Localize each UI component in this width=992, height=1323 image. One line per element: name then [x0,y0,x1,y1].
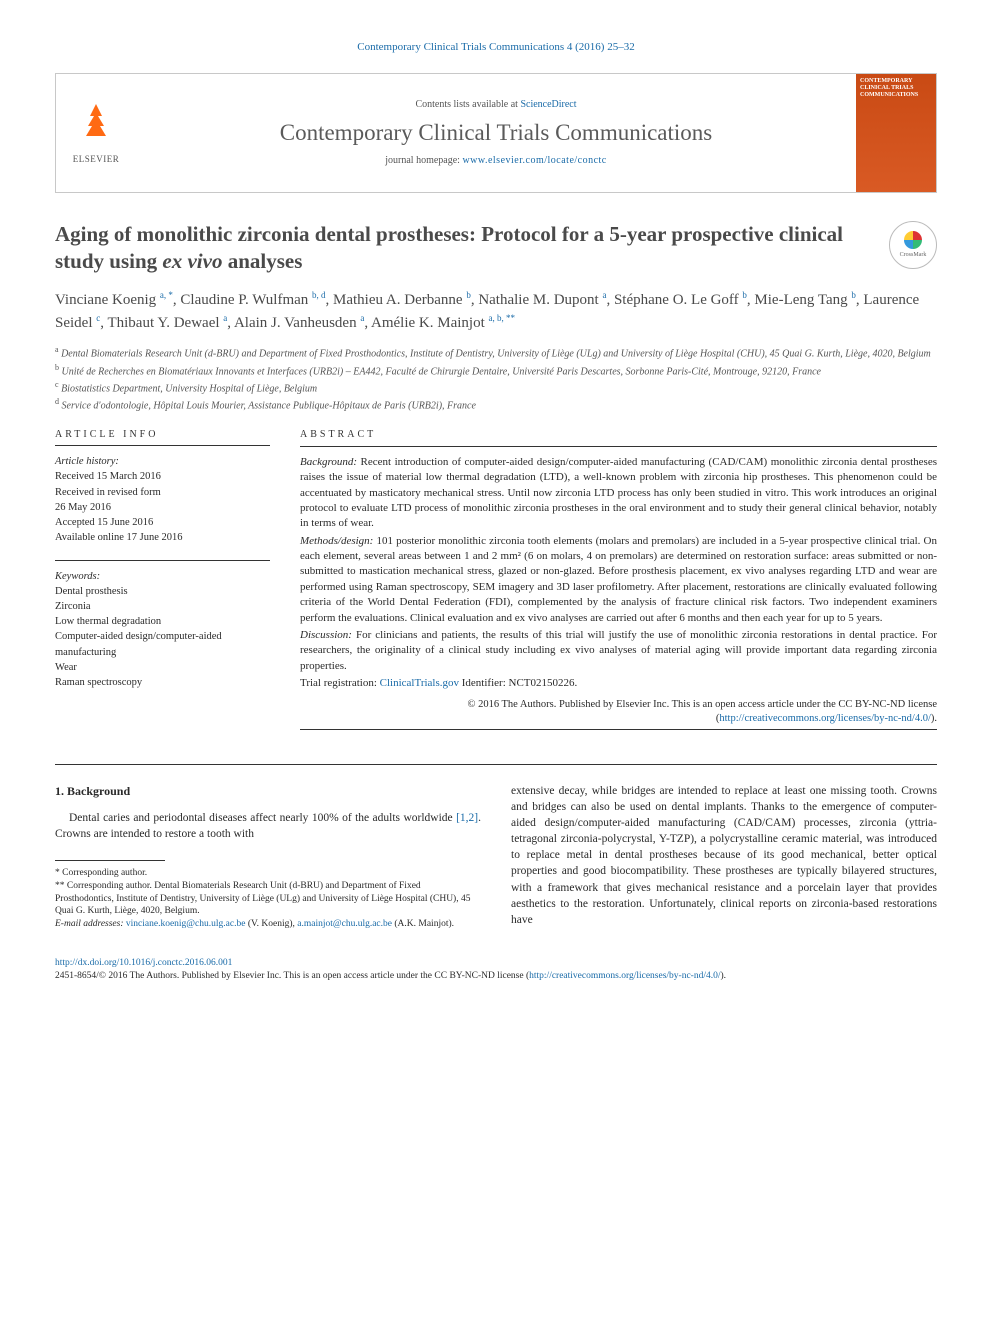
body-left-para: Dental caries and periodontal diseases a… [55,810,481,842]
abstract-copyright: © 2016 The Authors. Published by Elsevie… [300,698,937,727]
methods-label: Methods/design: [300,535,373,547]
homepage-link[interactable]: www.elsevier.com/locate/conctc [462,155,606,166]
affiliations: a Dental Biomaterials Research Unit (d-B… [55,344,937,413]
journal-header: ELSEVIER Contents lists available at Sci… [55,73,937,193]
history-label: Article history: [55,454,270,469]
footnote-rule [55,860,165,861]
disc-label: Discussion: [300,629,352,641]
body-left-column: 1. Background Dental caries and periodon… [55,783,481,931]
abstract-rule [300,446,937,447]
citation-link[interactable]: [1,2] [456,812,478,824]
abstract-bottom-rule [300,729,937,730]
cover-line1: CONTEMPORARY [860,78,932,85]
email2-post: (A.K. Mainjot). [392,919,454,929]
elsevier-tree-icon [76,100,116,153]
history-line: Received 15 March 2016 [55,469,270,484]
sciencedirect-link[interactable]: ScienceDirect [520,99,576,110]
crossmark-icon [904,231,922,249]
email1-post: (V. Koenig), [245,919,297,929]
journal-name: Contemporary Clinical Trials Communicati… [280,117,713,148]
info-rule-2 [55,560,270,561]
footer-license-line: 2451-8654/© 2016 The Authors. Published … [55,970,937,983]
info-rule [55,445,270,446]
footer-pre: 2451-8654/© 2016 The Authors. Published … [55,971,529,981]
doi-link[interactable]: http://dx.doi.org/10.1016/j.conctc.2016.… [55,957,937,970]
footnotes: * Corresponding author. ** Corresponding… [55,867,481,931]
article-history: Article history: Received 15 March 2016R… [55,454,270,545]
disc-text: For clinicians and patients, the results… [300,629,937,672]
email-label: E-mail addresses: [55,919,126,929]
history-line: 26 May 2016 [55,500,270,515]
history-line: Accepted 15 June 2016 [55,515,270,530]
history-line: Received in revised form [55,485,270,500]
trial-post: Identifier: NCT02150226. [459,677,577,689]
bg-text: Recent introduction of computer-aided de… [300,456,937,530]
body-separator [55,764,937,765]
elsevier-text: ELSEVIER [73,153,120,165]
title-post: analyses [222,249,302,273]
trial-label: Trial registration: [300,677,380,689]
article-title: Aging of monolithic zirconia dental pros… [55,221,889,276]
corresponding-1: * Corresponding author. [55,867,481,880]
abstract-head: ABSTRACT [300,428,937,442]
crossmark-label: CrossMark [900,251,927,259]
abstract-discussion: Discussion: For clinicians and patients,… [300,628,937,674]
section-heading: 1. Background [55,783,481,800]
abstract-methods: Methods/design: 101 posterior monolithic… [300,534,937,626]
title-italic: ex vivo [162,249,222,273]
citation-header: Contemporary Clinical Trials Communicati… [55,40,937,55]
body-right-para: extensive decay, while bridges are inten… [511,783,937,928]
footer-license-link[interactable]: http://creativecommons.org/licenses/by-n… [529,971,720,981]
homepage-line: journal homepage: www.elsevier.com/locat… [385,154,607,168]
keyword: Wear [55,660,270,675]
keyword: Dental prosthesis [55,584,270,599]
copyright-close: ). [931,713,937,724]
homepage-prefix: journal homepage: [385,155,462,166]
abstract-background: Background: Recent introduction of compu… [300,455,937,532]
methods-text: 101 posterior monolithic zirconia tooth … [300,535,937,624]
footer-post: ). [721,971,727,981]
journal-cover-thumb: CONTEMPORARY CLINICAL TRIALS COMMUNICATI… [856,74,936,192]
body-right-column: extensive decay, while bridges are inten… [511,783,937,931]
keyword: Raman spectroscopy [55,675,270,690]
keyword: Computer-aided design/computer-aided man… [55,629,270,659]
abstract-trial: Trial registration: ClinicalTrials.gov I… [300,676,937,691]
keywords-label: Keywords: [55,569,270,584]
page-footer: http://dx.doi.org/10.1016/j.conctc.2016.… [55,957,937,983]
clinicaltrials-link[interactable]: ClinicalTrials.gov [380,677,459,689]
left-text: Dental caries and periodontal diseases a… [69,812,456,824]
elsevier-logo[interactable]: ELSEVIER [56,74,136,192]
keyword: Low thermal degradation [55,614,270,629]
article-info-head: ARTICLE INFO [55,428,270,442]
keywords-block: Keywords: Dental prosthesisZirconiaLow t… [55,569,270,691]
contents-list-line: Contents lists available at ScienceDirec… [415,98,576,112]
cover-line3: COMMUNICATIONS [860,92,932,99]
keyword: Zirconia [55,599,270,614]
corresponding-2: ** Corresponding author. Dental Biomater… [55,880,481,918]
license-link[interactable]: http://creativecommons.org/licenses/by-n… [719,713,931,724]
cover-line2: CLINICAL TRIALS [860,85,932,92]
crossmark-badge[interactable]: CrossMark [889,221,937,269]
email-2-link[interactable]: a.mainjot@chu.ulg.ac.be [297,919,392,929]
email-line: E-mail addresses: vinciane.koenig@chu.ul… [55,918,481,931]
bg-label: Background: [300,456,357,468]
email-1-link[interactable]: vinciane.koenig@chu.ulg.ac.be [126,919,246,929]
authors-list: Vinciane Koenig a, *, Claudine P. Wulfma… [55,289,937,334]
contents-prefix: Contents lists available at [415,99,520,110]
history-line: Available online 17 June 2016 [55,530,270,545]
